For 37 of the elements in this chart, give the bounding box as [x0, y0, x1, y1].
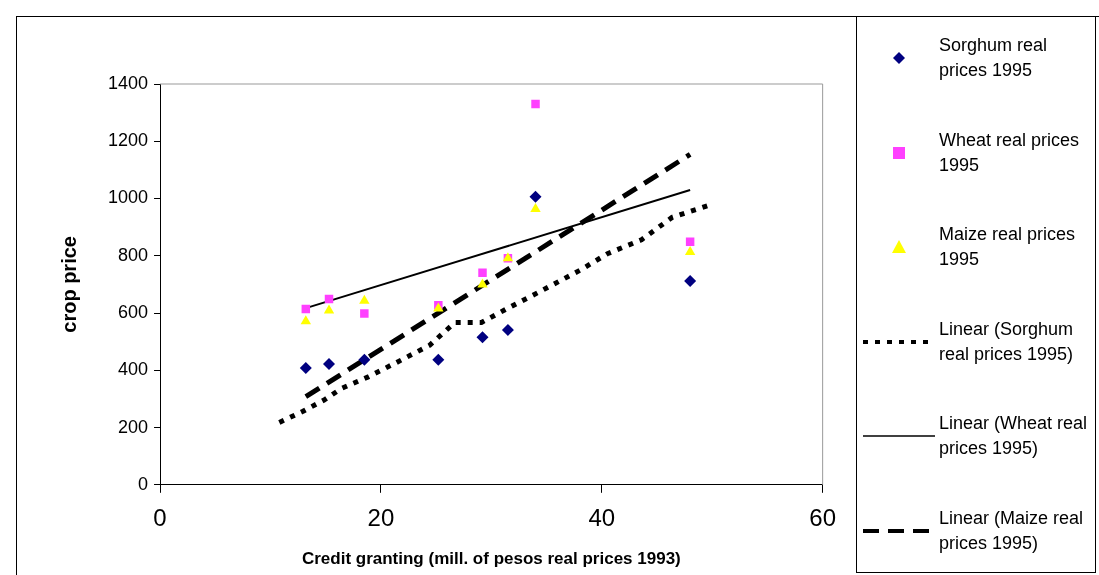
point — [530, 203, 541, 213]
y-axis-title: crop price — [57, 236, 80, 333]
point — [529, 190, 542, 203]
legend-label: Wheat real prices 1995 — [939, 128, 1081, 177]
point — [358, 353, 371, 366]
point — [323, 357, 336, 370]
legend-label: Maize real prices 1995 — [939, 223, 1077, 272]
point — [476, 331, 489, 344]
y-tick-label: 1400 — [108, 72, 149, 93]
point — [478, 268, 487, 277]
point — [360, 309, 369, 318]
x-tick-label: 40 — [588, 503, 616, 531]
legend-label: Linear (Sorghum real prices 1995) — [939, 317, 1075, 366]
x-tick-label: 60 — [809, 503, 836, 531]
x-tick-label: 20 — [367, 503, 395, 531]
y-tick-label: 1000 — [108, 187, 149, 208]
y-tick-label: 0 — [138, 473, 149, 494]
y-tick-label: 600 — [118, 302, 149, 322]
point — [501, 323, 514, 336]
x-tick-label: 0 — [153, 503, 167, 531]
legend-label: Linear (Wheat real prices 1995) — [939, 412, 1089, 461]
point — [300, 315, 312, 325]
y-tick-label: 1200 — [108, 130, 149, 151]
y-tick-label: 400 — [118, 359, 149, 380]
point — [432, 353, 445, 366]
point — [684, 274, 697, 287]
point — [359, 294, 370, 304]
point — [477, 278, 488, 288]
legend-label: Linear (Maize real prices 1995) — [939, 506, 1085, 555]
point — [531, 99, 540, 109]
y-tick-label: 800 — [118, 244, 149, 265]
legend-label: Sorghum real prices 1995 — [939, 34, 1049, 82]
y-tick-label: 200 — [118, 416, 149, 437]
point — [684, 246, 696, 256]
point — [299, 362, 312, 374]
x-axis-title: Credit granting (mill. of pesos real prices 1993) — [301, 549, 681, 569]
point — [323, 304, 335, 314]
